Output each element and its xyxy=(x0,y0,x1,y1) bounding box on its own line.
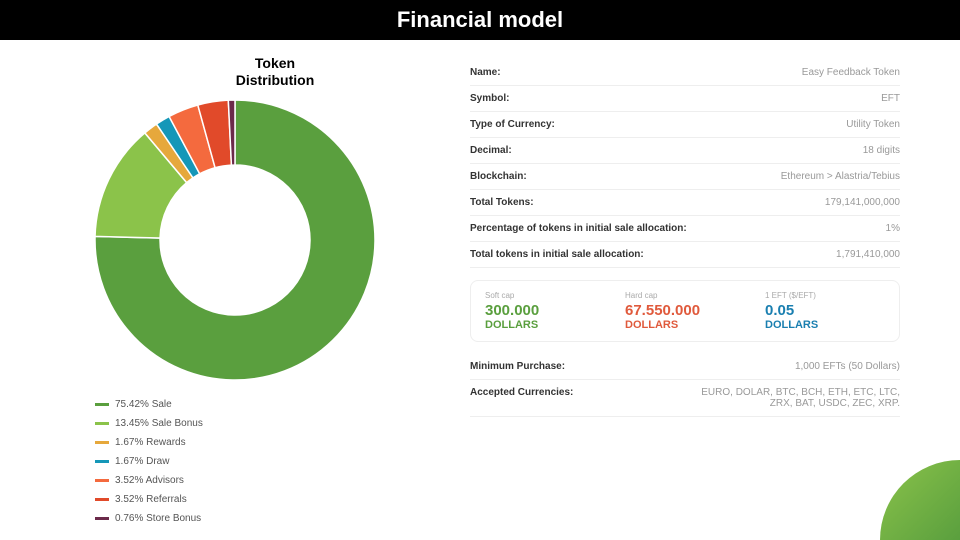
info-value: Easy Feedback Token xyxy=(802,67,900,78)
legend-item: 3.52% Advisors xyxy=(95,471,203,490)
legend-text: 3.52% Referrals xyxy=(115,490,187,509)
info-label: Name: xyxy=(470,67,501,78)
info-label: Total Tokens: xyxy=(470,197,534,208)
info-label: Blockchain: xyxy=(470,171,527,182)
info-row: Decimal: 18 digits xyxy=(470,138,900,164)
info-label: Total tokens in initial sale allocation: xyxy=(470,249,644,260)
info-row: Minimum Purchase: 1,000 EFTs (50 Dollars) xyxy=(470,354,900,380)
info-table-top: Name: Easy Feedback Token Symbol: EFT Type o… xyxy=(470,60,900,268)
hard-cap-unit: DOLLARS xyxy=(625,319,745,331)
donut-svg xyxy=(85,90,385,390)
info-row: Total tokens in initial sale allocation:… xyxy=(470,242,900,268)
legend-text: 1.67% Draw xyxy=(115,452,169,471)
legend-swatch xyxy=(95,422,109,425)
soft-cap-block: Soft cap 300.000 DOLLARS xyxy=(485,291,605,331)
info-label: Minimum Purchase: xyxy=(470,361,565,372)
donut-chart xyxy=(85,90,385,395)
legend-item: 1.67% Draw xyxy=(95,452,203,471)
legend-swatch xyxy=(95,498,109,501)
price-title: 1 EFT ($/EFT) xyxy=(765,291,885,300)
soft-cap-value: 300.000 xyxy=(485,302,605,319)
price-value: 0.05 xyxy=(765,302,885,319)
caps-card: Soft cap 300.000 DOLLARS Hard cap 67.550… xyxy=(470,280,900,342)
hard-cap-title: Hard cap xyxy=(625,291,745,300)
soft-cap-title: Soft cap xyxy=(485,291,605,300)
legend-text: 1.67% Rewards xyxy=(115,433,186,452)
page-title: Financial model xyxy=(397,7,563,33)
info-value: EFT xyxy=(881,93,900,104)
info-value: 1,791,410,000 xyxy=(836,249,900,260)
legend-text: 3.52% Advisors xyxy=(115,471,184,490)
legend-text: 13.45% Sale Bonus xyxy=(115,414,203,433)
content: Token Distribution 75.42% Sale13.45% Sal… xyxy=(0,40,960,540)
info-row: Type of Currency: Utility Token xyxy=(470,112,900,138)
legend-text: 0.76% Store Bonus xyxy=(115,509,201,528)
info-table-bottom: Minimum Purchase: 1,000 EFTs (50 Dollars)… xyxy=(470,354,900,417)
info-label: Percentage of tokens in initial sale all… xyxy=(470,223,687,234)
info-value: 18 digits xyxy=(863,145,900,156)
legend-item: 3.52% Referrals xyxy=(95,490,203,509)
info-value: 179,141,000,000 xyxy=(825,197,900,208)
info-value: 1,000 EFTs (50 Dollars) xyxy=(795,361,900,372)
header-bar: Financial model xyxy=(0,0,960,40)
info-row: Percentage of tokens in initial sale all… xyxy=(470,216,900,242)
info-row: Total Tokens: 179,141,000,000 xyxy=(470,190,900,216)
legend-item: 75.42% Sale xyxy=(95,395,203,414)
legend-text: 75.42% Sale xyxy=(115,395,172,414)
info-value: Ethereum > Alastria/Tebius xyxy=(781,171,900,182)
info-row: Name: Easy Feedback Token xyxy=(470,60,900,86)
legend-swatch xyxy=(95,460,109,463)
legend-item: 13.45% Sale Bonus xyxy=(95,414,203,433)
legend-swatch xyxy=(95,403,109,406)
subtitle-line1: Token xyxy=(255,55,295,71)
price-block: 1 EFT ($/EFT) 0.05 DOLLARS xyxy=(765,291,885,331)
legend: 75.42% Sale13.45% Sale Bonus1.67% Reward… xyxy=(95,395,203,528)
info-label: Type of Currency: xyxy=(470,119,555,130)
info-row: Accepted Currencies: EURO, DOLAR, BTC, BC… xyxy=(470,380,900,417)
info-label: Accepted Currencies: xyxy=(470,387,573,409)
info-row: Symbol: EFT xyxy=(470,86,900,112)
left-column: Token Distribution 75.42% Sale13.45% Sal… xyxy=(20,50,440,530)
info-value: 1% xyxy=(886,223,900,234)
legend-swatch xyxy=(95,517,109,520)
subtitle-line2: Distribution xyxy=(236,72,315,88)
legend-swatch xyxy=(95,479,109,482)
legend-item: 1.67% Rewards xyxy=(95,433,203,452)
info-value: Utility Token xyxy=(846,119,900,130)
info-label: Decimal: xyxy=(470,145,512,156)
right-column: Name: Easy Feedback Token Symbol: EFT Type o… xyxy=(440,50,900,530)
chart-subtitle: Token Distribution xyxy=(200,55,350,89)
info-row: Blockchain: Ethereum > Alastria/Tebius xyxy=(470,164,900,190)
legend-item: 0.76% Store Bonus xyxy=(95,509,203,528)
info-value: EURO, DOLAR, BTC, BCH, ETH, ETC, LTC, ZR… xyxy=(680,387,900,409)
price-unit: DOLLARS xyxy=(765,319,885,331)
soft-cap-unit: DOLLARS xyxy=(485,319,605,331)
hard-cap-block: Hard cap 67.550.000 DOLLARS xyxy=(625,291,745,331)
legend-swatch xyxy=(95,441,109,444)
hard-cap-value: 67.550.000 xyxy=(625,302,745,319)
info-label: Symbol: xyxy=(470,93,509,104)
